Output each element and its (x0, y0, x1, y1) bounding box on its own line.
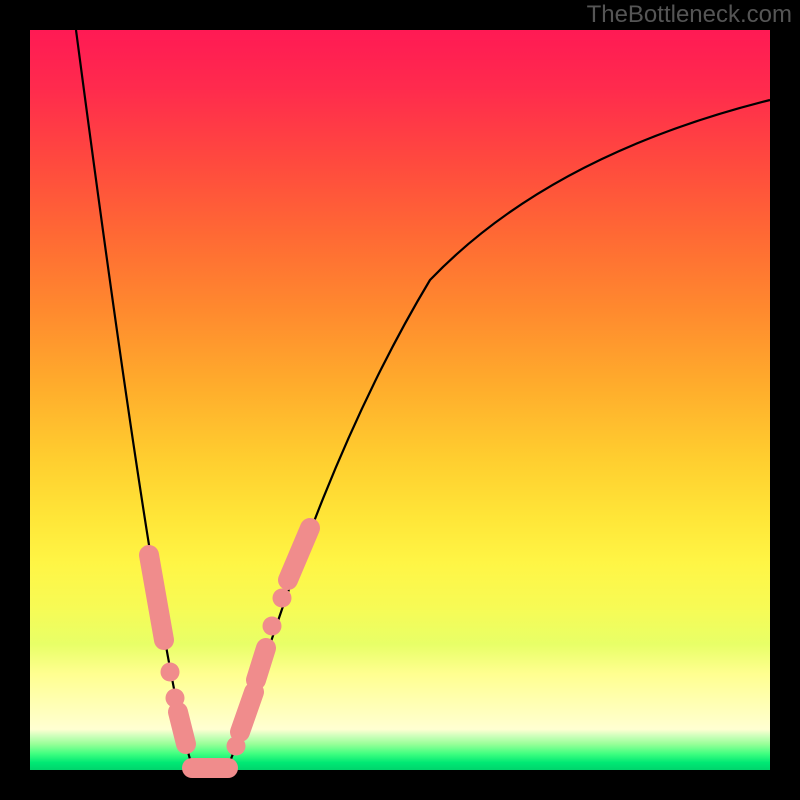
marker-capsule (240, 692, 254, 732)
marker-circle (273, 589, 292, 608)
figure-root: TheBottleneck.com (0, 0, 800, 800)
marker-capsule (256, 648, 266, 680)
chart-svg: TheBottleneck.com (0, 0, 800, 800)
attribution-label: TheBottleneck.com (587, 1, 792, 28)
plot-area (30, 30, 770, 770)
marker-circle (161, 663, 180, 682)
marker-circle (263, 617, 282, 636)
marker-capsule (178, 712, 186, 744)
